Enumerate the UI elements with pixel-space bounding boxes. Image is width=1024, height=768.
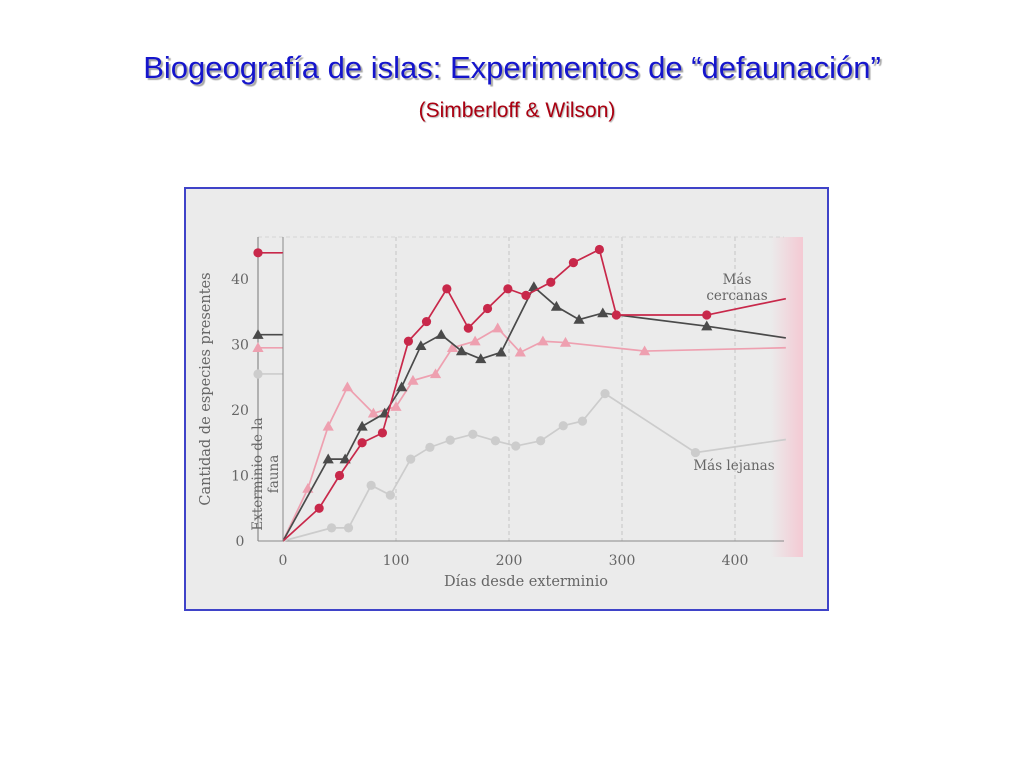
series-0-point-1 xyxy=(314,503,324,513)
series-2-point-9 xyxy=(469,335,481,346)
series-1-point-5 xyxy=(396,381,408,392)
series-1-point-6 xyxy=(415,340,427,351)
y-tick-label-0: 0 xyxy=(236,534,245,550)
series-3-point-7 xyxy=(445,435,455,445)
series-3-point-5 xyxy=(406,454,416,464)
series-0-point-2 xyxy=(334,470,345,481)
series-1-point-7 xyxy=(435,329,447,339)
series-0-point-7 xyxy=(442,284,452,294)
series-2-point-6 xyxy=(407,374,419,385)
x-tick-label-300: 300 xyxy=(609,553,636,569)
series-2-point-12 xyxy=(537,335,549,346)
series-3-point-4 xyxy=(385,490,395,500)
series-2-point-4 xyxy=(367,407,379,418)
series-1-point-12 xyxy=(550,300,563,311)
series-2-point-5 xyxy=(390,401,402,411)
series-3-point-9 xyxy=(490,436,501,446)
label-near-line-1: Más xyxy=(723,272,752,288)
series-3-point-12 xyxy=(558,421,568,431)
series-3-point-11 xyxy=(536,436,546,446)
series-2-point-7 xyxy=(429,368,442,379)
series-3-point-2 xyxy=(343,523,354,533)
series-1-point-9 xyxy=(475,353,487,364)
series-0-point-10 xyxy=(503,284,513,294)
series-2-line xyxy=(282,327,786,542)
series-0-point-13 xyxy=(568,258,579,268)
series-0-initial-marker xyxy=(253,248,263,258)
series-1-point-8 xyxy=(455,345,468,356)
series-0-point-3 xyxy=(357,438,367,448)
series-0-point-12 xyxy=(546,277,556,287)
series-2-point-13 xyxy=(559,336,572,347)
series-1-point-15 xyxy=(701,320,713,331)
series-3-point-6 xyxy=(425,442,435,452)
initial-markers xyxy=(252,248,284,541)
series-0-point-15 xyxy=(611,310,621,320)
series-1-point-13 xyxy=(573,314,585,324)
series-2-point-8 xyxy=(446,342,459,352)
y-tick-label-20: 20 xyxy=(231,403,249,419)
series-0-point-9 xyxy=(482,303,493,314)
series-3-point-10 xyxy=(511,441,521,451)
series-0-point-14 xyxy=(594,244,604,255)
series-0-point-4 xyxy=(377,428,388,438)
series-0-point-6 xyxy=(421,316,432,327)
series-3-point-14 xyxy=(600,389,610,399)
series-2-point-2 xyxy=(322,420,334,431)
y-tick-label-40: 40 xyxy=(231,272,249,288)
annotation-line-1: Exterminio de la xyxy=(250,417,266,530)
grid xyxy=(258,236,784,541)
series-layer xyxy=(282,244,787,542)
annotation-line-2: fauna xyxy=(266,455,282,493)
series-0-point-8 xyxy=(463,323,473,333)
series-1-line xyxy=(282,285,786,542)
series-2-point-14 xyxy=(639,345,651,356)
series-1-point-10 xyxy=(495,346,507,357)
series-0-point-11 xyxy=(521,290,531,300)
series-2-point-3 xyxy=(341,381,354,392)
slide-subtitle: (Simberloff & Wilson) xyxy=(418,99,616,122)
series-3-point-8 xyxy=(468,429,478,439)
series-0-point-5 xyxy=(403,336,414,346)
series-2-initial-marker xyxy=(252,342,264,352)
series-3-initial-marker xyxy=(253,369,263,379)
series-3-point-15 xyxy=(690,447,701,458)
series-3-point-1 xyxy=(326,523,337,533)
series-1-point-1 xyxy=(322,453,334,464)
x-tick-label-200: 200 xyxy=(496,553,523,569)
x-axis-label: Días desde exterminio xyxy=(444,574,608,590)
label-near-line-2: cercanas xyxy=(706,288,767,304)
series-3-point-3 xyxy=(366,480,376,490)
series-1-point-2 xyxy=(339,453,351,464)
x-tick-label-0: 0 xyxy=(279,553,288,569)
y-tick-label-10: 10 xyxy=(231,469,249,485)
x-tick-label-400: 400 xyxy=(722,553,749,569)
label-far: Más lejanas xyxy=(693,458,774,474)
figure-frame: 0 10 20 30 40 0 100 200 300 400 Cantidad de espec… xyxy=(184,187,829,611)
series-1-point-3 xyxy=(356,420,368,431)
series-0-line xyxy=(282,248,787,542)
series-2-point-11 xyxy=(514,346,526,357)
series-1-point-11 xyxy=(528,281,540,292)
series-2-point-10 xyxy=(492,322,504,333)
series-1-initial-marker xyxy=(252,329,264,339)
series-3-point-13 xyxy=(577,416,588,426)
x-tick-label-100: 100 xyxy=(383,553,410,569)
y-axis-label: Cantidad de especies presentes xyxy=(198,272,214,505)
series-0-point-16 xyxy=(702,310,712,320)
series-1-point-14 xyxy=(597,307,609,318)
y-tick-label-30: 30 xyxy=(231,338,249,354)
slide-title: Biogeografía de islas: Experimentos de “… xyxy=(143,50,881,85)
plot-edge-band xyxy=(771,237,803,557)
